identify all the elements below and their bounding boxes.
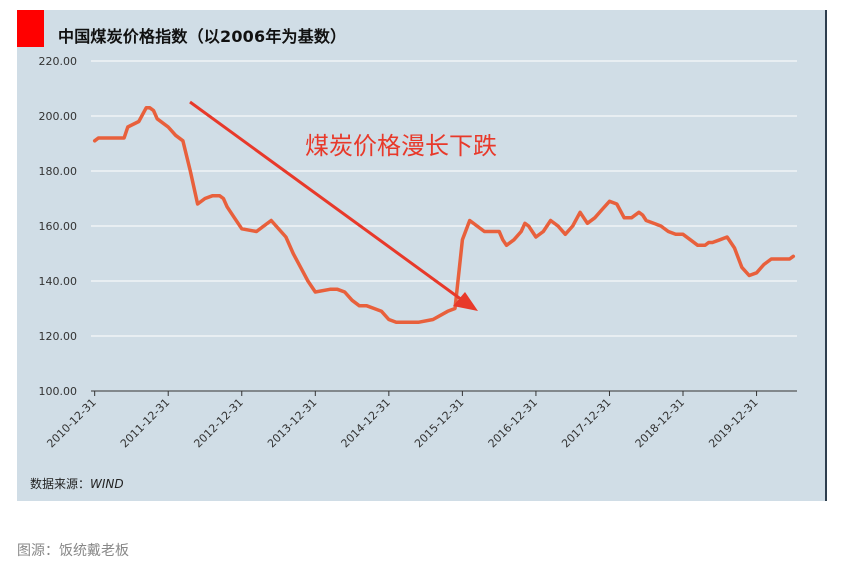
trend-annotation: 煤炭价格漫长下跌 [305, 132, 497, 160]
series-layer [92, 106, 796, 325]
y-axis-ticks: 100.00 120.00 140.00 160.00 180.00 200.00 220.… [39, 55, 78, 398]
series-line [92, 106, 796, 325]
data-source-label: 数据来源： [30, 477, 91, 491]
x-tick-label: 2017-12-31 [559, 396, 613, 450]
image-caption: 图源：饭统戴老板 [17, 543, 129, 559]
x-tick-label: 2014-12-31 [339, 396, 393, 450]
x-tick-label: 2011-12-31 [118, 396, 172, 450]
x-tick-label: 2019-12-31 [706, 396, 760, 450]
x-tick-label: 2012-12-31 [191, 396, 245, 450]
trend-arrow-head [453, 292, 478, 311]
y-tick-label: 160.00 [39, 220, 78, 233]
y-tick-label: 180.00 [39, 165, 78, 178]
data-source-value: WIND [90, 477, 124, 491]
x-tick-label: 2015-12-31 [412, 396, 466, 450]
trend-arrow [189, 100, 478, 311]
panel-right-border [825, 10, 827, 501]
title-accent-block [17, 10, 44, 47]
x-tick-label: 2016-12-31 [486, 396, 540, 450]
grid-lines [91, 60, 797, 337]
x-tick-label: 2010-12-31 [44, 396, 98, 450]
y-tick-label: 200.00 [39, 110, 78, 123]
x-axis-ticks: 2010-12-31 2011-12-31 2012-12-31 2013-12-31… [44, 396, 760, 450]
chart-panel [17, 10, 827, 501]
y-tick-label: 100.00 [39, 385, 78, 398]
x-tick-label: 2018-12-31 [633, 396, 687, 450]
data-source: 数据来源：WIND [30, 475, 124, 492]
x-tick-label: 2013-12-31 [265, 396, 319, 450]
chart-title: 中国煤炭价格指数（以2006年为基数） [58, 27, 347, 46]
y-tick-label: 120.00 [39, 330, 78, 343]
trend-arrow-shaft [189, 100, 463, 302]
y-tick-label: 220.00 [39, 55, 78, 68]
y-tick-label: 140.00 [39, 275, 78, 288]
axes [91, 390, 797, 396]
